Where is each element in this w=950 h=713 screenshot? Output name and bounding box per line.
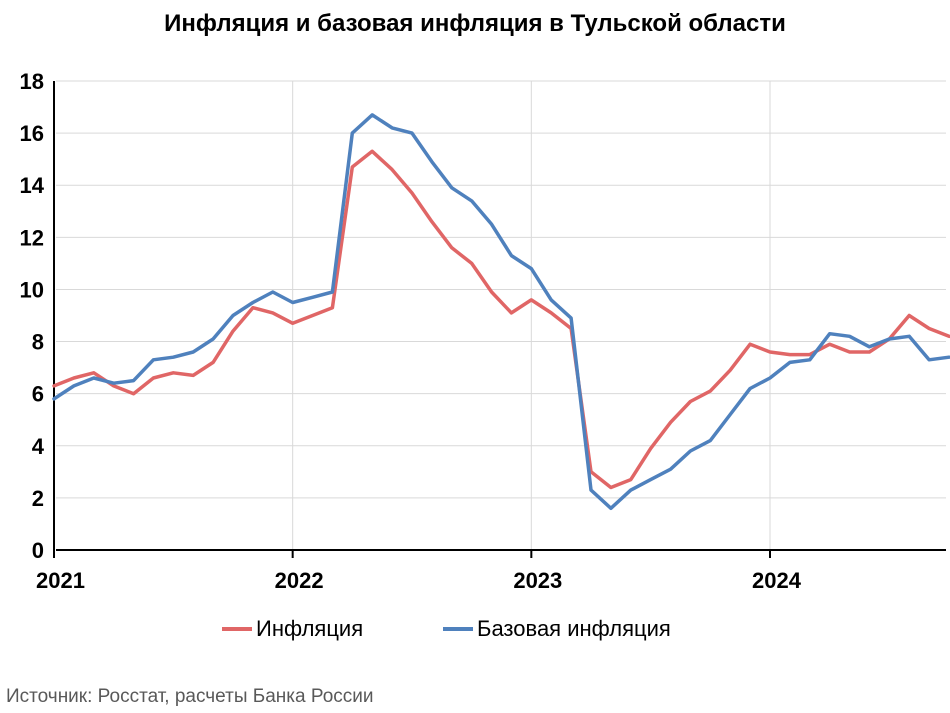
y-tick-label: 18 bbox=[20, 69, 44, 94]
y-tick-label: 0 bbox=[32, 538, 44, 563]
legend-item-core-inflation: Базовая инфляция bbox=[443, 616, 671, 642]
y-axis-ticks: 0 2 4 6 8 10 12 14 16 18 bbox=[20, 69, 45, 563]
x-axis-ticks: 2021 2022 2023 2024 bbox=[36, 568, 802, 593]
grid-lines bbox=[53, 80, 946, 558]
series-line-core-inflation bbox=[52, 113, 950, 511]
chart-title: Инфляция и базовая инфляция в Тульской о… bbox=[164, 10, 786, 37]
series-lines bbox=[52, 113, 950, 511]
legend-label-inflation: Инфляция bbox=[256, 616, 364, 641]
y-tick-label: 12 bbox=[20, 225, 44, 250]
source-note: Источник: Росстат, расчеты Банка России bbox=[6, 686, 374, 707]
x-tick-label: 2021 bbox=[36, 568, 85, 593]
y-tick-label: 8 bbox=[32, 330, 44, 355]
line-chart: 0 2 4 6 8 10 12 14 16 18 2021 2022 2023 2024 bbox=[20, 69, 950, 593]
y-tick-label: 16 bbox=[20, 121, 44, 146]
series-line-inflation bbox=[52, 149, 950, 490]
x-tick-label: 2022 bbox=[275, 568, 324, 593]
legend-swatch-core-inflation bbox=[443, 627, 473, 631]
y-tick-label: 4 bbox=[32, 434, 45, 459]
y-tick-label: 2 bbox=[32, 486, 44, 511]
y-tick-label: 6 bbox=[32, 382, 44, 407]
legend: Инфляция Базовая инфляция bbox=[0, 616, 950, 646]
legend-label-core-inflation: Базовая инфляция bbox=[477, 616, 671, 641]
x-tick-label: 2023 bbox=[513, 568, 562, 593]
legend-item-inflation: Инфляция bbox=[222, 616, 363, 642]
y-tick-label: 10 bbox=[20, 277, 44, 302]
x-tick-label: 2024 bbox=[752, 568, 802, 593]
legend-swatch-inflation bbox=[222, 627, 252, 631]
y-tick-label: 14 bbox=[20, 173, 45, 198]
